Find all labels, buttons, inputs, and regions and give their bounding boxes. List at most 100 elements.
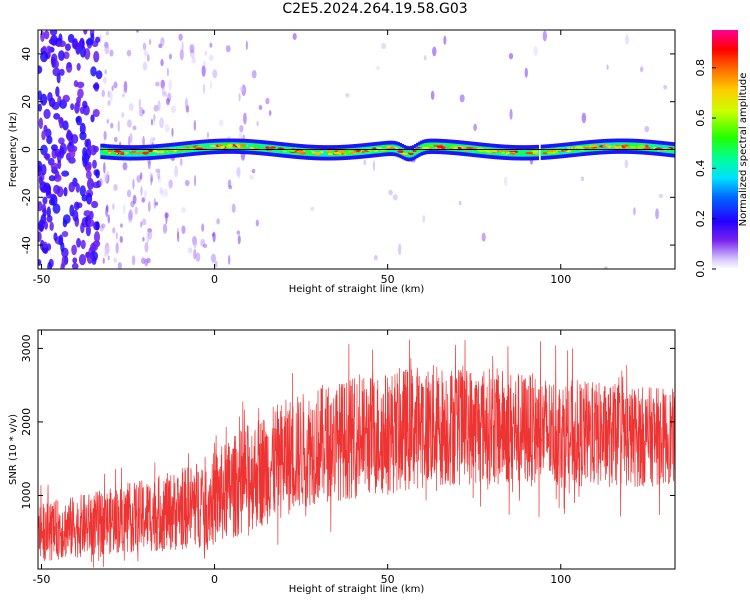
snr-x-tick-label: 0 <box>211 573 218 586</box>
band-peak-cell <box>325 150 333 153</box>
noise-cell <box>92 83 100 90</box>
noise-cell <box>144 242 149 253</box>
band-mid-cell <box>330 148 334 157</box>
band-mid-cell <box>204 143 207 151</box>
noise-cell <box>184 97 188 110</box>
noise-cell <box>81 194 88 202</box>
band-peak-cell <box>520 151 526 154</box>
noise-cell <box>134 206 138 215</box>
band-peak-cell <box>338 150 345 153</box>
band-peak-cell <box>478 149 485 153</box>
noise-cell <box>43 108 51 119</box>
noise-cell <box>105 204 109 212</box>
band-peak-cell <box>265 146 270 149</box>
noise-cell <box>38 201 43 212</box>
noise-cell <box>212 231 216 243</box>
noise-cell <box>50 162 59 171</box>
noise-cell <box>209 42 213 48</box>
noise-cell <box>70 103 75 111</box>
band-peak-cell <box>107 149 114 153</box>
noise-cell <box>148 201 151 213</box>
noise-cell <box>61 231 69 238</box>
band-mid-cell <box>324 149 328 157</box>
noise-cell <box>77 41 83 52</box>
noise-cell <box>53 232 58 242</box>
spectrogram-x-tick-label: -50 <box>32 273 50 286</box>
band-peak-cell <box>402 152 409 156</box>
snr-y-label: SNR (10 * v/v) <box>8 414 19 485</box>
noise-cell <box>239 86 245 92</box>
band-mid-cell <box>206 143 209 151</box>
noise-cell <box>53 112 61 120</box>
noise-cell <box>216 218 220 225</box>
noise-cell <box>103 162 106 174</box>
noise-cell <box>171 127 174 137</box>
band-peak-cell <box>488 149 494 152</box>
noise-cell <box>63 51 70 60</box>
noise-cell <box>49 30 58 36</box>
noise-cell <box>68 182 76 193</box>
noise-cell <box>153 114 156 122</box>
noise-cell <box>184 179 190 187</box>
noise-cell <box>508 52 514 60</box>
noise-cell <box>171 105 176 114</box>
noise-cell <box>105 31 110 36</box>
noise-cell <box>38 219 45 230</box>
band-peak-cell <box>131 150 136 153</box>
noise-cell <box>178 33 183 41</box>
noise-cell <box>459 94 465 103</box>
noise-cell <box>168 53 173 60</box>
noise-cell <box>92 108 100 118</box>
noise-cell <box>177 231 180 243</box>
noise-cell <box>165 212 168 225</box>
noise-cell <box>157 170 161 180</box>
noise-cell <box>38 259 42 266</box>
band-mid-cell <box>148 148 151 157</box>
colorbar-tick-label: 0.0 <box>694 260 707 278</box>
noise-cell <box>255 219 259 227</box>
noise-cell <box>63 187 68 197</box>
noise-cell <box>140 185 143 196</box>
noise-cell <box>580 176 585 182</box>
band-mid-cell <box>322 148 326 157</box>
noise-cell <box>201 223 205 232</box>
snr-ticks: -50 0 50 100 1000 2000 3000 <box>20 330 675 586</box>
snr-series-line <box>38 339 675 568</box>
noise-cell <box>42 45 47 53</box>
noise-cell <box>292 33 297 41</box>
noise-cell <box>111 85 114 91</box>
noise-cell <box>142 135 145 148</box>
noise-cell <box>604 266 608 269</box>
band-peak-cell <box>269 146 276 149</box>
band-peak-cell <box>341 152 345 155</box>
noise-cell <box>201 65 206 77</box>
colorbar-tick-label: 0.6 <box>694 109 707 127</box>
band-peak-cell <box>575 146 584 149</box>
band-peak-cell <box>361 150 365 154</box>
noise-cell <box>113 136 118 143</box>
spectrogram-y-tick-label: 0 <box>20 146 33 153</box>
noise-cell <box>106 119 109 124</box>
noise-cell <box>92 159 97 169</box>
noise-cell <box>46 206 51 218</box>
noise-cell <box>138 98 142 110</box>
noise-cell <box>120 223 123 228</box>
noise-cell <box>42 196 48 205</box>
noise-cell <box>140 257 146 264</box>
band-mid-cell <box>305 148 309 156</box>
noise-cell <box>76 81 85 89</box>
noise-cell <box>504 176 508 187</box>
band-peak-cell <box>328 152 333 156</box>
noise-cell <box>85 170 92 180</box>
noise-cell <box>107 100 111 106</box>
noise-cell <box>85 148 92 160</box>
noise-cell <box>95 36 101 43</box>
noise-cell <box>238 92 241 102</box>
snr-y-tick-label: 1000 <box>20 481 33 509</box>
noise-cell <box>123 204 126 215</box>
noise-cell <box>193 248 197 260</box>
noise-cell <box>113 81 118 89</box>
noise-cell <box>62 120 69 131</box>
noise-cell <box>206 131 209 139</box>
spectrogram-y-tick-label: 40 <box>20 47 33 61</box>
